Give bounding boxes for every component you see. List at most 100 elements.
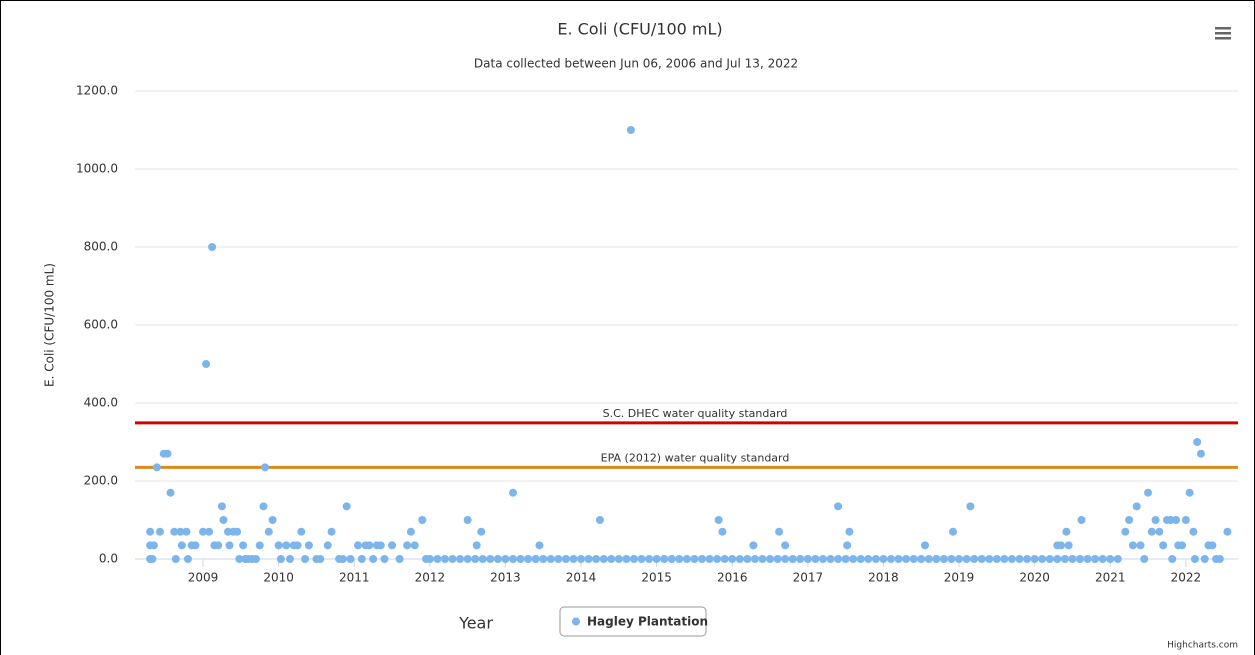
legend-box[interactable] [559,606,707,637]
point [478,555,487,563]
legend-marker[interactable] [572,617,580,626]
point [1113,555,1122,563]
point [1057,541,1066,550]
point [1030,555,1039,563]
point [501,555,510,563]
point [219,516,228,524]
menu-bar[interactable] [1215,37,1231,40]
point [1208,541,1217,550]
point [369,555,378,563]
point [365,541,374,550]
y-tick-label: 400.0 [84,396,118,410]
point [1007,555,1016,563]
point [176,527,185,536]
point [546,555,555,563]
point [985,555,994,563]
point [225,541,234,550]
point [962,555,971,563]
point [902,555,911,563]
credits[interactable]: Highcharts.com [1167,641,1238,651]
point [354,541,363,550]
point [1155,527,1164,536]
point [667,555,676,563]
point [714,516,723,524]
x-tick-label: 2016 [717,571,748,585]
point [235,555,244,563]
point [293,541,302,550]
point [577,555,586,563]
legend[interactable]: Hagley Plantation [559,606,708,637]
point [255,541,264,550]
point [845,527,854,536]
point [758,555,767,563]
y-tick-label: 1000.0 [76,162,118,176]
point [301,555,310,563]
point [191,541,200,550]
point [440,555,449,563]
point [202,360,211,368]
point [486,555,495,563]
point [410,541,419,550]
point [148,555,157,563]
point [516,555,525,563]
point [697,555,706,563]
menu-bar[interactable] [1215,27,1231,30]
point [433,555,442,563]
point [239,541,248,550]
point [750,555,759,563]
point [1083,555,1092,563]
point [947,555,956,563]
point [170,527,179,536]
menu-button[interactable] [1215,27,1231,40]
point [561,555,570,563]
point [718,527,727,536]
point [977,555,986,563]
y-tick-label: 200.0 [84,474,118,488]
point [264,527,273,536]
point [1125,516,1134,524]
point [948,527,957,536]
point [1045,555,1054,563]
plot-line-label: EPA (2012) water quality standard [601,451,790,464]
point [1144,488,1153,497]
point [1106,555,1115,563]
point [622,555,631,563]
x-tick-label: 2011 [339,571,370,585]
point [163,449,172,458]
menu-bar[interactable] [1215,32,1231,35]
point [775,527,784,536]
x-tick-label: 2019 [944,571,975,585]
plot-line-label: S.C. DHEC water quality standard [603,407,788,420]
point [864,555,873,563]
point [471,555,480,563]
point [327,527,336,536]
y-tick-label: 800.0 [84,240,118,254]
point [626,126,635,134]
y-tick-label: 600.0 [84,318,118,332]
point [921,541,930,550]
x-axis-title: Year [458,614,493,633]
point [251,555,260,563]
point [183,555,192,563]
point [418,516,427,524]
point [155,527,164,536]
point [781,541,790,550]
point [592,555,601,563]
point [1060,555,1069,563]
x-tick-label: 2017 [793,571,824,585]
point [682,555,691,563]
point [177,541,186,550]
point [472,541,481,550]
point [508,555,517,563]
point [357,555,366,563]
point [463,516,472,524]
point [274,541,283,550]
point [1091,555,1100,563]
point [171,555,180,563]
point [1193,438,1202,446]
legend-label[interactable]: Hagley Plantation [587,615,708,629]
point [924,555,933,563]
point [569,555,578,563]
point [1023,555,1032,563]
point [380,555,389,563]
